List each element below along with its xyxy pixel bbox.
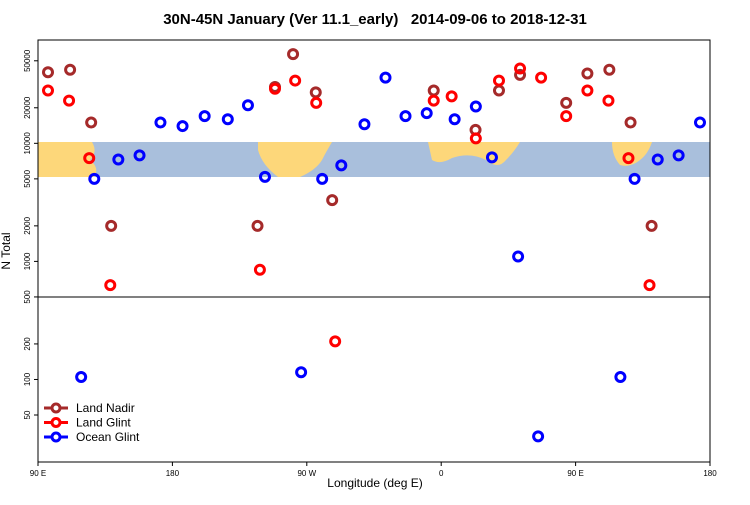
x-tick-label: 0 (439, 469, 444, 478)
data-point (532, 430, 545, 443)
y-tick-label: 500 (23, 290, 32, 304)
data-point (42, 66, 55, 79)
data-point (289, 74, 302, 87)
x-tick-label: 90 W (297, 469, 316, 478)
data-point (358, 118, 371, 131)
data-point (581, 67, 594, 80)
data-point (602, 94, 615, 107)
data-point (624, 116, 637, 129)
x-tick-label: 90 E (30, 469, 46, 478)
y-tick-label: 100 (23, 372, 32, 386)
data-point (198, 110, 211, 123)
data-point (287, 48, 300, 61)
data-point (445, 90, 458, 103)
data-point (221, 113, 234, 126)
data-point (241, 99, 254, 112)
data-point (85, 116, 98, 129)
data-point (310, 96, 323, 109)
legend-label: Land Nadir (76, 401, 135, 415)
data-point (420, 107, 433, 120)
ocean-band (38, 142, 710, 177)
data-point (448, 113, 461, 126)
y-tick-label: 1000 (23, 252, 32, 270)
data-point (492, 74, 505, 87)
data-point (105, 219, 118, 232)
data-point (603, 63, 616, 76)
data-point (485, 151, 498, 164)
x-tick-label: 180 (166, 469, 180, 478)
y-tick-label: 10000 (23, 132, 32, 155)
data-point (514, 62, 527, 75)
data-point (514, 68, 527, 81)
data-point (42, 84, 55, 97)
data-point (268, 82, 281, 95)
data-point (622, 152, 635, 165)
land-shape (258, 142, 332, 177)
y-tick-label: 5000 (23, 169, 32, 187)
y-tick-label: 50 (23, 410, 32, 419)
data-point (63, 94, 76, 107)
data-point (295, 366, 308, 379)
data-point (672, 149, 685, 162)
data-point (651, 153, 664, 166)
legend-label: Land Glint (76, 416, 131, 430)
data-point (83, 152, 96, 165)
data-point (379, 71, 392, 84)
data-point (316, 172, 329, 185)
data-point (258, 170, 271, 183)
data-point (326, 194, 339, 207)
data-point (253, 263, 266, 276)
data-point (645, 219, 658, 232)
data-point (560, 110, 573, 123)
y-axis-label: N Total (0, 232, 13, 269)
y-tick-label: 200 (23, 337, 32, 351)
y-tick-label: 2000 (23, 216, 32, 234)
map-band (38, 142, 710, 177)
legend-marker (50, 431, 62, 443)
data-point (469, 132, 482, 145)
data-point (614, 370, 627, 383)
data-point (581, 84, 594, 97)
data-point (427, 94, 440, 107)
data-point (75, 370, 88, 383)
x-tick-label: 180 (703, 469, 717, 478)
data-point (88, 172, 101, 185)
plot-frame (37, 39, 711, 463)
data-point (469, 100, 482, 113)
x-tick-label: 90 E (567, 469, 583, 478)
data-point (492, 84, 505, 97)
data-point (309, 86, 322, 99)
legend-label: Ocean Glint (76, 430, 140, 444)
data-point (512, 250, 525, 263)
data-point (329, 335, 342, 348)
land-shape (38, 142, 97, 177)
data-point (427, 84, 440, 97)
data-point (64, 63, 77, 76)
data-point (112, 153, 125, 166)
data-point (154, 116, 167, 129)
data-point (176, 120, 189, 133)
legend-marker (50, 417, 62, 428)
data-point (399, 110, 412, 123)
x-axis-label: Longitude (deg E) (327, 476, 422, 490)
legend-marker (50, 402, 62, 414)
chart-title: 30N-45N January (Ver 11.1_early) 2014-09… (163, 11, 587, 28)
data-point (560, 96, 573, 109)
data-point (133, 149, 146, 162)
data-point (104, 279, 117, 292)
y-tick-label: 50000 (23, 49, 32, 72)
data-point (535, 71, 548, 84)
y-tick-label: 20000 (23, 96, 32, 119)
data-point (643, 279, 656, 292)
data-point (628, 172, 641, 185)
data-point (693, 116, 706, 129)
data-point (251, 219, 264, 232)
data-point (335, 159, 348, 172)
